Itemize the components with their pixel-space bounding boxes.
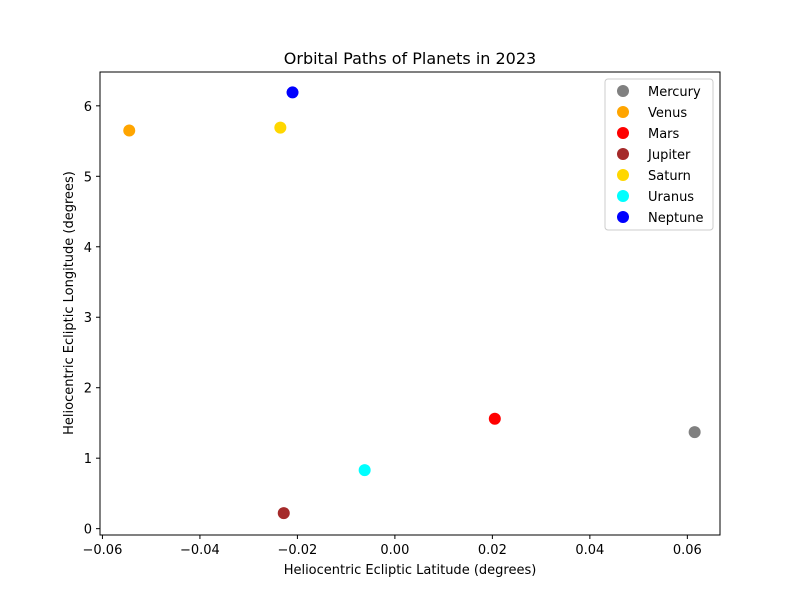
- points-layer: [123, 86, 701, 520]
- data-point-uranus: [358, 464, 371, 477]
- legend-marker-uranus: [617, 190, 629, 202]
- x-tick-label: −0.06: [83, 543, 123, 558]
- x-tick-label: −0.04: [180, 543, 220, 558]
- x-axis: −0.06 −0.04 −0.02 0.00 0.02 0.04 0.06: [83, 535, 702, 558]
- legend-marker-saturn: [617, 169, 629, 181]
- y-tick-label: 4: [84, 241, 92, 256]
- y-tick-label: 2: [84, 382, 92, 397]
- x-tick-label: 0.00: [380, 543, 409, 558]
- y-tick-label: 6: [84, 100, 92, 115]
- x-axis-label: Heliocentric Ecliptic Latitude (degrees): [284, 563, 537, 578]
- legend-label-mercury: Mercury: [648, 85, 701, 100]
- legend-marker-mercury: [617, 85, 629, 97]
- legend-marker-venus: [617, 106, 629, 118]
- chart-title: Orbital Paths of Planets in 2023: [284, 49, 536, 68]
- legend-label-saturn: Saturn: [648, 169, 691, 184]
- y-axis: 0 1 2 3 4 5 6: [84, 100, 100, 538]
- y-tick-label: 3: [84, 311, 92, 326]
- legend-label-jupiter: Jupiter: [647, 148, 691, 163]
- legend-box: [604, 78, 714, 231]
- y-axis-label: Heliocentric Ecliptic Longitude (degrees…: [62, 171, 77, 435]
- legend-label-neptune: Neptune: [648, 211, 704, 226]
- x-tick-label: −0.02: [277, 543, 317, 558]
- plot-frame: [99, 71, 721, 536]
- legend-label-uranus: Uranus: [648, 190, 694, 205]
- x-tick-label: 0.04: [575, 543, 604, 558]
- legend-label-mars: Mars: [648, 127, 680, 142]
- data-point-neptune: [286, 86, 299, 99]
- y-tick-label: 5: [84, 170, 92, 185]
- y-tick-label: 1: [84, 452, 92, 467]
- legend: Mercury Venus Mars Jupiter Saturn Uranus Neptu…: [604, 78, 714, 231]
- data-point-mars: [488, 412, 501, 425]
- legend-marker-mars: [617, 127, 629, 139]
- data-point-saturn: [274, 121, 287, 134]
- x-tick-label: 0.06: [673, 543, 702, 558]
- data-point-jupiter: [277, 507, 290, 520]
- data-point-venus: [123, 124, 136, 137]
- legend-label-venus: Venus: [648, 106, 687, 121]
- legend-items: Mercury Venus Mars Jupiter Saturn Uranus Neptu…: [617, 85, 704, 226]
- legend-marker-neptune: [617, 211, 629, 223]
- legend-marker-jupiter: [617, 148, 629, 160]
- data-point-mercury: [688, 426, 701, 439]
- y-tick-label: 0: [84, 523, 92, 538]
- x-tick-label: 0.02: [478, 543, 507, 558]
